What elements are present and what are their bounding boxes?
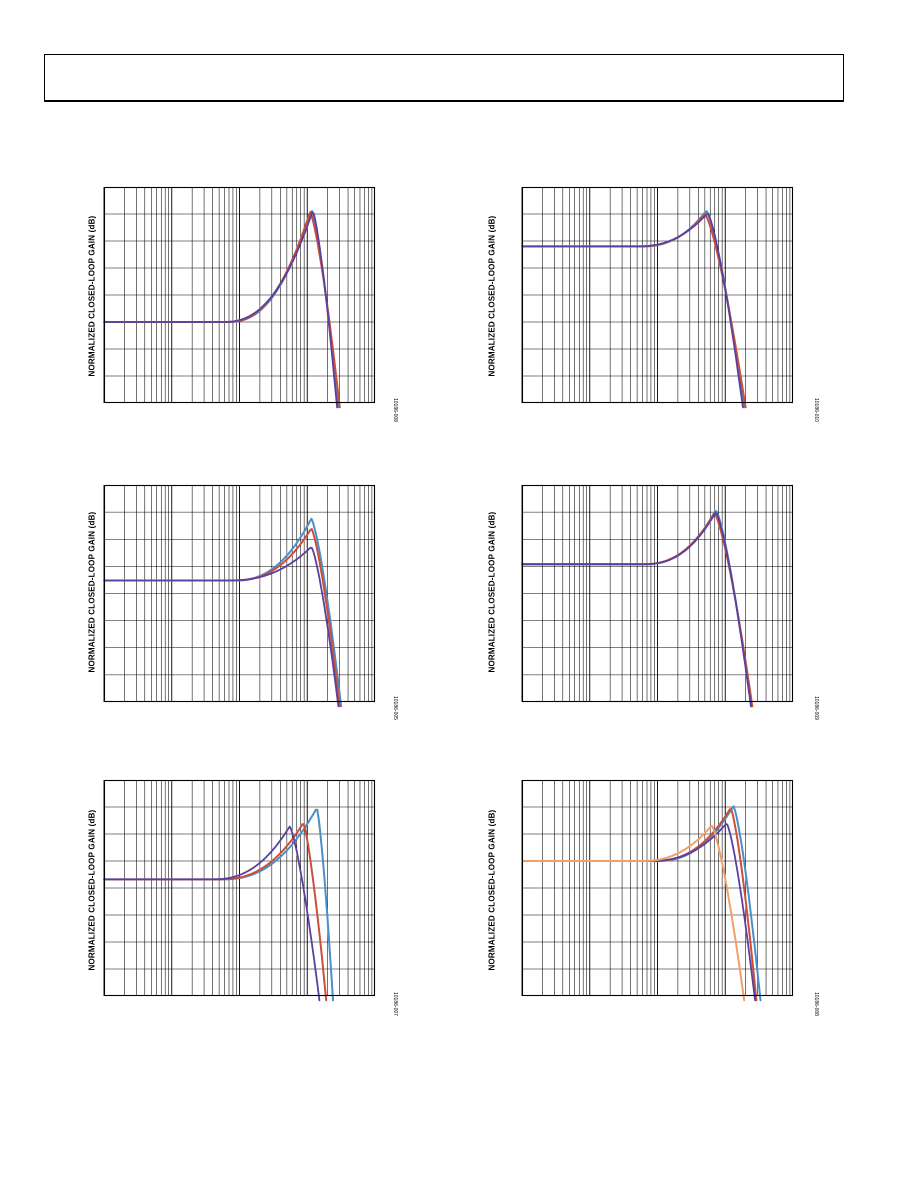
plot-frame xyxy=(103,779,376,997)
chart-3-figure-code: 10186-005 xyxy=(392,696,398,720)
page-header-box xyxy=(44,54,844,102)
series-line-red xyxy=(103,823,328,1002)
plot-frame xyxy=(521,484,794,703)
plot-frame xyxy=(521,186,794,404)
chart-4-ylabel: NORMALIZED CLOSED-LOOP GAIN (dB) xyxy=(487,511,497,673)
series-line-blue xyxy=(103,808,334,1002)
series-line-blue xyxy=(521,210,746,409)
chart-3-plot xyxy=(103,484,376,708)
chart-1-plot xyxy=(103,186,376,409)
series-line-purple xyxy=(103,546,340,708)
series-line-blue xyxy=(103,210,340,409)
plot-frame xyxy=(103,484,376,703)
chart-4-plot xyxy=(521,484,794,708)
series-line-purple xyxy=(103,210,339,409)
plot-grid xyxy=(521,187,793,403)
plot-grid xyxy=(521,780,793,996)
plot-grid xyxy=(103,780,375,996)
plot-grid xyxy=(521,485,793,702)
chart-3-ylabel: NORMALIZED CLOSED-LOOP GAIN (dB) xyxy=(87,511,97,673)
series-line-purple xyxy=(521,512,752,708)
series-line-purple xyxy=(103,825,321,1002)
chart-5-figure-code: 10186-007 xyxy=(392,992,398,1016)
series-line-red xyxy=(521,808,758,1002)
series-line-blue xyxy=(103,517,343,708)
series-line-red xyxy=(103,211,341,409)
plot-frame xyxy=(103,186,376,404)
chart-6-plot xyxy=(521,779,794,1002)
chart-6-figure-code: 10186-008 xyxy=(813,992,819,1016)
series-line-red xyxy=(103,528,341,708)
chart-6-ylabel: NORMALIZED CLOSED-LOOP GAIN (dB) xyxy=(487,809,497,971)
chart-5-ylabel: NORMALIZED CLOSED-LOOP GAIN (dB) xyxy=(87,809,97,971)
series-line-blue xyxy=(521,510,752,708)
series-line-purple xyxy=(521,212,744,409)
plot-grid xyxy=(103,187,375,403)
chart-1-figure-code: 10186-008 xyxy=(392,398,398,422)
series-line-orange xyxy=(521,825,746,1002)
chart-2-ylabel: NORMALIZED CLOSED-LOOP GAIN (dB) xyxy=(487,215,497,377)
chart-2-plot xyxy=(521,186,794,409)
chart-1-ylabel: NORMALIZED CLOSED-LOOP GAIN (dB) xyxy=(87,215,97,377)
chart-2-figure-code: 10186-010 xyxy=(813,398,819,422)
series-line-blue xyxy=(521,805,762,1002)
chart-4-figure-code: 10186-009 xyxy=(813,696,819,720)
chart-5-plot xyxy=(103,779,376,1002)
series-line-red xyxy=(521,213,747,409)
plot-frame xyxy=(521,779,794,997)
